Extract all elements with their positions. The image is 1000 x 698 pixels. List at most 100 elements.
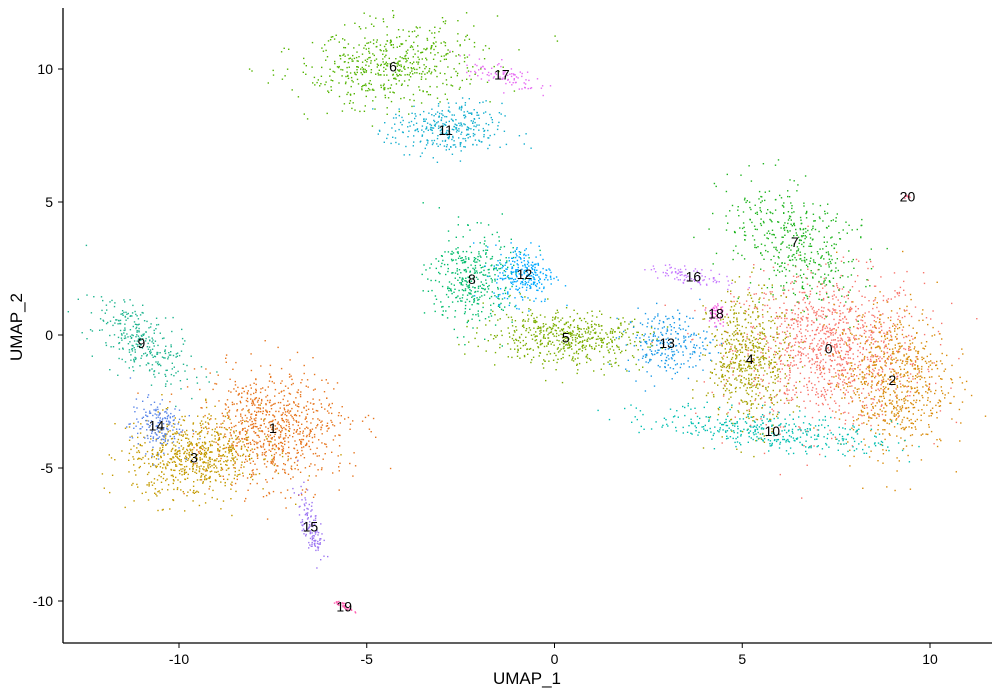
cell-point <box>522 344 524 347</box>
cell-point <box>572 320 575 322</box>
cell-point <box>251 470 253 472</box>
cell-point <box>894 392 896 394</box>
cell-point <box>818 281 820 284</box>
cell-point <box>777 376 780 378</box>
cell-point <box>272 424 275 426</box>
cell-point <box>953 395 955 398</box>
cell-point <box>572 331 574 333</box>
cell-point <box>753 380 755 382</box>
cell-point <box>839 364 841 366</box>
cell-point <box>870 429 872 432</box>
cell-point <box>820 348 822 350</box>
cell-point <box>822 358 824 361</box>
cell-point <box>879 401 881 403</box>
cell-point <box>321 424 324 426</box>
cell-point <box>161 449 163 452</box>
cell-point <box>602 342 604 344</box>
cell-point <box>186 434 189 436</box>
cell-point <box>287 419 289 421</box>
cell-point <box>937 402 939 404</box>
cell-point <box>409 76 412 78</box>
cell-point <box>412 48 415 51</box>
cell-point <box>585 332 587 334</box>
cell-point <box>386 26 388 28</box>
cell-point <box>513 330 516 332</box>
cell-point <box>200 475 203 477</box>
cell-point <box>305 435 308 438</box>
cell-point <box>226 399 229 401</box>
cell-point <box>863 404 866 407</box>
cell-point <box>419 26 421 29</box>
cell-point <box>301 449 303 452</box>
cell-point <box>606 333 608 336</box>
cell-point <box>406 60 408 62</box>
cell-point <box>777 380 779 382</box>
cell-point <box>171 437 174 440</box>
cell-point <box>278 447 280 450</box>
cell-point <box>423 48 425 50</box>
cell-point <box>167 461 169 463</box>
cell-point <box>751 416 754 418</box>
cell-point <box>880 405 882 407</box>
cell-point <box>274 395 276 397</box>
cell-point <box>770 359 773 361</box>
cell-point <box>144 442 146 444</box>
cell-point <box>543 359 545 361</box>
cell-point <box>768 413 771 415</box>
cell-point <box>911 427 913 429</box>
cell-point <box>230 488 232 490</box>
cell-point <box>786 364 789 367</box>
cell-point <box>578 335 580 337</box>
cell-point <box>264 433 266 435</box>
cell-point <box>250 387 252 389</box>
cell-point <box>214 430 216 433</box>
cell-point <box>764 401 766 403</box>
cell-point <box>234 467 236 469</box>
cell-point <box>828 369 831 371</box>
cell-point <box>909 395 911 397</box>
cell-point <box>799 372 802 375</box>
cell-point <box>833 285 835 287</box>
cell-point <box>591 315 594 317</box>
cell-point <box>721 337 724 340</box>
cell-point <box>307 479 309 481</box>
cell-point <box>799 380 801 383</box>
cell-point <box>433 68 436 71</box>
cell-point <box>763 452 766 455</box>
cell-point <box>716 339 718 342</box>
cell-point <box>635 363 637 366</box>
cell-point <box>339 434 341 437</box>
cell-point <box>274 448 276 451</box>
cell-point <box>862 314 864 316</box>
cell-point <box>192 462 194 465</box>
cell-point <box>544 316 546 318</box>
cell-point <box>823 307 825 309</box>
cell-point <box>240 447 243 449</box>
cell-point <box>231 443 233 445</box>
cell-point <box>822 403 824 406</box>
cell-point <box>935 382 937 385</box>
cell-point <box>896 405 899 407</box>
cell-point <box>730 384 732 386</box>
cell-point <box>296 464 298 466</box>
cell-point <box>692 397 694 399</box>
cell-point <box>872 373 874 375</box>
cell-point <box>507 316 510 319</box>
cell-point <box>735 348 738 350</box>
cell-point <box>759 297 761 299</box>
cell-point <box>666 326 669 328</box>
cell-point <box>539 327 541 329</box>
cell-point <box>785 375 788 377</box>
cell-point <box>950 387 952 389</box>
cell-point <box>838 405 841 407</box>
cell-point <box>870 334 872 336</box>
cell-point <box>772 367 774 370</box>
cell-point <box>578 341 581 344</box>
cell-point <box>923 282 926 285</box>
cell-point <box>302 71 304 73</box>
cell-point <box>308 465 311 467</box>
cell-point <box>271 438 273 440</box>
cell-point <box>835 331 837 333</box>
cell-point <box>748 338 750 340</box>
cell-point <box>269 421 271 423</box>
